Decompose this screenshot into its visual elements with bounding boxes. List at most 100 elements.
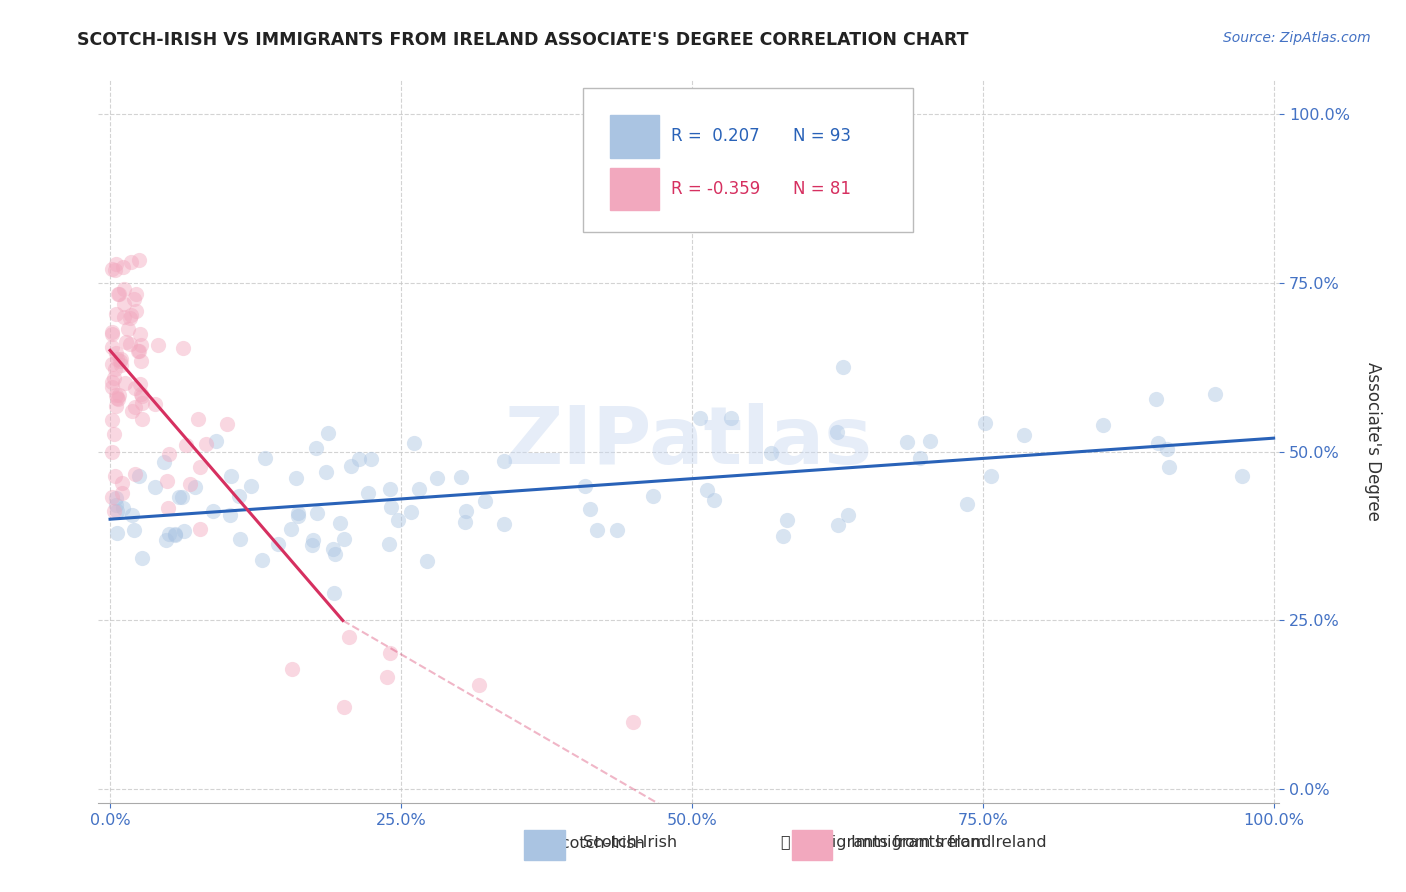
Point: [107, 287, 129, 301]
Point: [468, 678, 491, 692]
Point: [574, 479, 596, 493]
Point: [101, 357, 124, 371]
Point: [408, 482, 430, 496]
Point: [104, 346, 127, 360]
Point: [128, 252, 150, 267]
Point: [122, 292, 145, 306]
Point: [105, 257, 128, 271]
Point: [1159, 460, 1181, 475]
Point: [606, 524, 628, 538]
Point: [124, 381, 146, 395]
Point: [107, 287, 129, 301]
Point: [280, 522, 302, 536]
Point: [425, 471, 447, 485]
Point: [110, 358, 132, 372]
Point: [1012, 428, 1035, 442]
Point: [101, 339, 124, 353]
Point: [111, 260, 134, 274]
Point: [228, 489, 250, 503]
Point: [201, 504, 224, 518]
Point: [772, 529, 794, 543]
Point: [117, 321, 139, 335]
Point: [494, 454, 516, 468]
Point: [347, 452, 370, 467]
Point: [121, 255, 143, 269]
Point: [720, 411, 742, 425]
Point: [156, 500, 179, 515]
Point: [105, 504, 128, 518]
Point: [1146, 435, 1168, 450]
Point: [337, 630, 360, 644]
Point: [157, 527, 180, 541]
Point: [173, 524, 195, 539]
Point: [115, 335, 138, 350]
Point: [404, 436, 426, 450]
Point: [322, 541, 344, 556]
Point: [827, 517, 849, 532]
Point: [776, 513, 799, 527]
Point: [131, 388, 153, 402]
Point: [124, 303, 146, 318]
Point: [287, 508, 309, 523]
Point: [129, 386, 152, 401]
Point: [918, 434, 941, 449]
Point: [125, 286, 148, 301]
FancyBboxPatch shape: [610, 115, 659, 158]
Point: [284, 471, 307, 485]
Point: [187, 412, 209, 426]
Point: [103, 371, 125, 385]
Point: [1144, 392, 1167, 406]
Point: [107, 388, 129, 402]
Point: [896, 435, 918, 450]
Point: [1204, 387, 1226, 401]
Point: [155, 533, 177, 548]
Point: [101, 445, 124, 459]
Point: [474, 494, 496, 508]
Point: [281, 662, 304, 676]
Point: [176, 438, 198, 452]
Point: [114, 376, 136, 390]
Point: [104, 307, 127, 321]
Text: SCOTCH-IRISH VS IMMIGRANTS FROM IRELAND ASSOCIATE'S DEGREE CORRELATION CHART: SCOTCH-IRISH VS IMMIGRANTS FROM IRELAND …: [77, 31, 969, 49]
Point: [170, 491, 193, 505]
Point: [152, 455, 174, 469]
Point: [131, 395, 153, 409]
Point: [101, 375, 124, 389]
Point: [332, 532, 354, 546]
Point: [229, 532, 252, 546]
Point: [111, 485, 134, 500]
Point: [101, 262, 124, 277]
Point: [494, 517, 516, 532]
Point: [107, 525, 129, 540]
Point: [586, 523, 609, 537]
Point: [101, 413, 124, 427]
Point: [218, 508, 240, 523]
Point: [163, 528, 186, 542]
Point: [339, 458, 361, 473]
Point: [105, 491, 128, 505]
Point: [105, 392, 128, 406]
Point: [121, 404, 143, 418]
Point: [172, 341, 194, 355]
Point: [112, 282, 135, 296]
Point: [103, 427, 125, 442]
Point: [239, 479, 262, 493]
Point: [110, 475, 132, 490]
Point: [105, 351, 128, 366]
Text: Immigrants from Ireland: Immigrants from Ireland: [851, 836, 1046, 850]
Point: [131, 411, 153, 425]
Point: [378, 646, 401, 660]
Point: [287, 506, 309, 520]
Point: [127, 343, 149, 358]
Point: [825, 425, 848, 440]
Point: [378, 482, 401, 496]
Text: ⬜ Scotch-Irish: ⬜ Scotch-Irish: [536, 836, 645, 850]
Point: [120, 308, 142, 322]
Point: [217, 417, 239, 431]
Point: [579, 502, 602, 516]
Point: [128, 468, 150, 483]
Point: [124, 467, 146, 482]
Text: N = 81: N = 81: [793, 179, 851, 198]
Point: [250, 553, 273, 567]
Point: [143, 397, 166, 411]
